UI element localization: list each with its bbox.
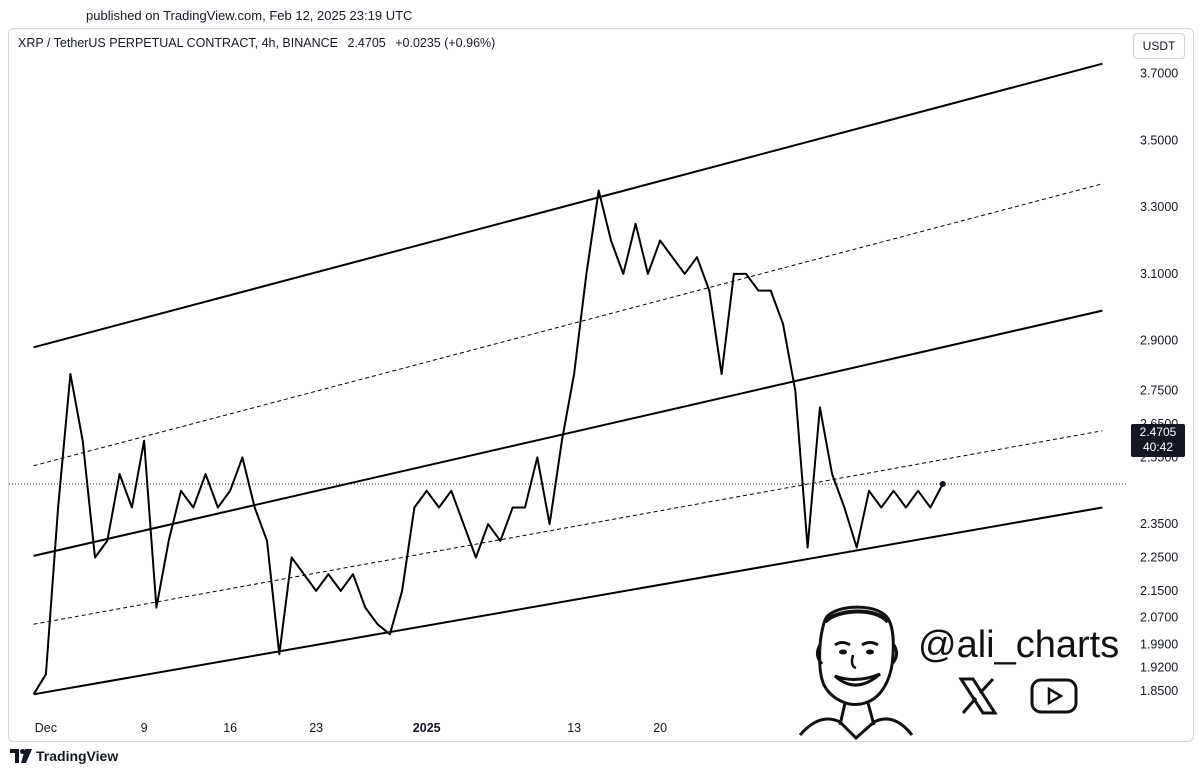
published-caption: published on TradingView.com, Feb 12, 20… <box>86 8 413 23</box>
tradingview-icon <box>10 749 32 763</box>
price-tag-countdown: 40:42 <box>1142 440 1174 454</box>
channel-line-dashed <box>33 430 1103 625</box>
y-tick-label: 1.8500 <box>1140 684 1178 698</box>
x-tick-label: 16 <box>223 721 237 735</box>
x-tick-label: 23 <box>309 721 323 735</box>
last-price-dot <box>939 480 946 487</box>
symbol-legend[interactable]: XRP / TetherUS PERPETUAL CONTRACT, 4h, B… <box>18 36 501 50</box>
y-tick-label: 3.1000 <box>1140 267 1178 281</box>
price-change: +0.0235 (+0.96%) <box>395 36 496 50</box>
currency-button[interactable]: USDT <box>1133 33 1185 59</box>
cartoon-face-logo <box>798 605 914 740</box>
x-logo-icon[interactable] <box>958 676 998 716</box>
channel-lines <box>33 62 1103 696</box>
price-chart[interactable]: 3.70003.50003.30003.10002.90002.75002.65… <box>9 29 1193 741</box>
x-tick-label: Dec <box>35 721 57 735</box>
y-tick-label: 1.9200 <box>1140 661 1178 675</box>
y-tick-label: 2.9000 <box>1140 334 1178 348</box>
last-price-value: 2.4705 <box>347 36 386 50</box>
price-tag-value: 2.4705 <box>1139 425 1177 439</box>
watermark-handle: @ali_charts <box>918 624 1120 666</box>
channel-line-solid <box>33 506 1103 696</box>
x-tick-label: 2025 <box>413 721 441 735</box>
y-tick-label: 3.7000 <box>1140 67 1178 81</box>
symbol-title: XRP / TetherUS PERPETUAL CONTRACT, 4h, B… <box>18 36 339 50</box>
x-tick-label: 20 <box>653 721 667 735</box>
y-tick-label: 2.0700 <box>1140 611 1178 625</box>
tradingview-brand: TradingView <box>36 748 119 764</box>
youtube-icon[interactable] <box>1030 676 1078 716</box>
y-tick-label: 2.7500 <box>1140 384 1178 398</box>
x-axis: Dec 9 16 23 2025 13 20 <box>35 721 667 735</box>
channel-line-solid <box>33 62 1103 349</box>
y-axis: 3.70003.50003.30003.10002.90002.75002.65… <box>1140 67 1178 698</box>
y-tick-label: 2.2500 <box>1140 551 1178 565</box>
y-tick-label: 1.9900 <box>1140 637 1178 651</box>
y-tick-label: 2.1500 <box>1140 584 1178 598</box>
price-line <box>32 189 944 695</box>
channel-line-dashed <box>33 183 1103 467</box>
price-series <box>32 189 944 695</box>
last-price-tag: 2.4705 40:42 <box>1131 424 1185 457</box>
tradingview-logo[interactable]: TradingView <box>10 748 118 764</box>
x-tick-label: 9 <box>141 721 148 735</box>
y-tick-label: 2.3500 <box>1140 517 1178 531</box>
channel-line-solid <box>33 309 1103 557</box>
y-tick-label: 3.3000 <box>1140 200 1178 214</box>
y-tick-label: 3.5000 <box>1140 133 1178 147</box>
x-tick-label: 13 <box>567 721 581 735</box>
chart-frame[interactable]: 3.70003.50003.30003.10002.90002.75002.65… <box>8 28 1194 742</box>
